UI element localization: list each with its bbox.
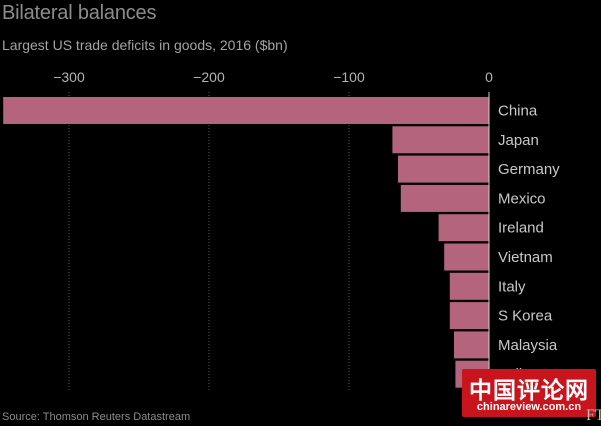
x-tick-label: 0 [485, 69, 493, 85]
watermark-chinese-text: 中国评论网 [469, 378, 589, 404]
category-label: Japan [498, 132, 539, 149]
category-label-layer: China Japan Germany Mexico Ireland Vietnam Ita… [498, 103, 560, 384]
x-tick-label: −100 [333, 69, 365, 85]
grid-layer [68, 92, 350, 392]
bar-s-korea [449, 302, 489, 330]
category-label: Ireland [498, 220, 544, 237]
bar-layer [3, 92, 490, 392]
bar-malaysia [454, 331, 489, 359]
category-label: S Korea [498, 308, 553, 325]
x-tick-label: −200 [193, 69, 225, 85]
category-label: Mexico [498, 190, 546, 207]
ft-logo: FT [586, 407, 601, 424]
bar-china [3, 97, 489, 124]
category-label: Vietnam [498, 249, 553, 266]
category-label: Malaysia [498, 337, 558, 354]
chart-subtitle: Largest US trade deficits in goods, 2016… [2, 37, 288, 53]
category-label: Italy [498, 278, 526, 295]
bar-mexico [400, 184, 489, 212]
chart-title: Bilateral balances [2, 2, 157, 24]
bar-italy [449, 272, 489, 300]
watermark-url-text: chinareview.com.cn [476, 401, 582, 413]
bar-germany [398, 155, 489, 183]
bar-ireland [438, 214, 489, 242]
bar-vietnam [444, 243, 489, 271]
category-label: China [498, 103, 538, 120]
category-label: Germany [498, 161, 560, 178]
watermark-badge: 中国评论网 chinareview.com.cn [462, 369, 596, 417]
tick-label-layer: −300 −200 −100 0 [53, 69, 493, 85]
source-note: Source: Thomson Reuters Datastream [2, 411, 191, 423]
x-tick-label: −300 [53, 69, 85, 85]
bar-japan [392, 126, 489, 154]
